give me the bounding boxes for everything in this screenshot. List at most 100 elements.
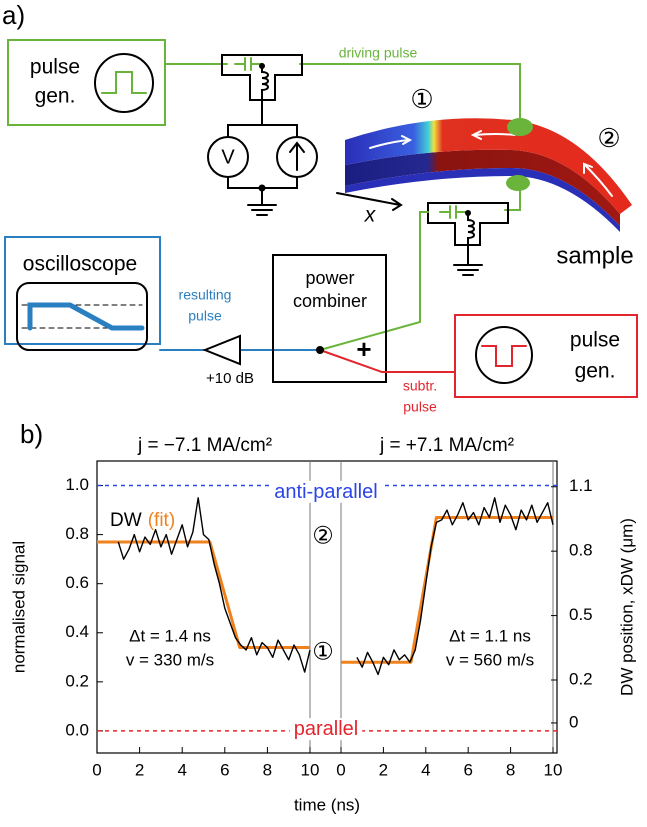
pulse-gen-text: gen.: [575, 360, 616, 383]
x-tick-label: 6: [463, 760, 472, 779]
pulse-gen-text: gen.: [35, 85, 76, 108]
combiner-sign: +: [356, 334, 371, 364]
reference-label: parallel: [294, 718, 358, 740]
x-tick-label: 2: [135, 760, 144, 779]
current-arrow: [289, 141, 305, 171]
y2-tick-label: 0: [569, 712, 578, 731]
y-tick-label: 0.4: [65, 622, 89, 641]
pulse-gen-box: [7, 39, 166, 126]
sample-top: [345, 118, 632, 214]
capacitor: [439, 205, 468, 219]
bias-tee: [221, 54, 303, 101]
ground: [453, 264, 483, 276]
y2-tick-label: 0.8: [569, 541, 593, 560]
combiner-label: combiner: [293, 291, 367, 311]
annotation: v = 330 m/s: [126, 650, 214, 669]
wire: [319, 349, 456, 373]
y-tick-label: 0.2: [65, 671, 89, 690]
x-tick-label: 8: [506, 760, 515, 779]
oscilloscope-box: [4, 236, 161, 345]
node: [316, 346, 324, 354]
annotation: v = 560 m/s: [446, 650, 534, 669]
x-tick-label: 8: [263, 760, 272, 779]
panel-subtitle: j = +7.1 MA/cm²: [379, 435, 514, 456]
node: [465, 210, 471, 216]
position-label: ②: [597, 123, 620, 153]
label-background: [289, 718, 363, 741]
x-label: x: [364, 204, 377, 227]
annotation: ②: [312, 522, 334, 549]
annotation: Δt = 1.1 ns: [449, 626, 531, 645]
x-arrow: [336, 192, 403, 211]
wire-label: subtr.: [403, 378, 437, 394]
diagram: a) pulse gen. driving pulse V ① ②: [2, 0, 638, 415]
magnetization-arrow: [470, 130, 516, 140]
x-tick-label: 0: [336, 760, 345, 779]
series-line: [341, 515, 553, 664]
screen: [16, 282, 148, 351]
position-label: ①: [410, 84, 433, 114]
y-tick-label: 1.0: [65, 475, 89, 494]
magnetization-arrow: [583, 162, 613, 197]
wire-label: pulse: [188, 308, 222, 324]
reference-label: anti-parallel: [274, 481, 377, 503]
x-axis-label: time (ns): [294, 795, 360, 814]
y-tick-label: 0.0: [65, 720, 89, 739]
chart: b) time (ns) normalised signal DW position,…: [9, 419, 636, 815]
series-line: [97, 540, 310, 649]
y-tick-label: 0.8: [65, 524, 89, 543]
contact: [507, 118, 533, 136]
plot-frame: [96, 460, 558, 754]
panel-label: a): [2, 0, 25, 30]
legend-entry: (fit): [148, 510, 175, 531]
contact: [506, 175, 530, 191]
pulse-icon: [475, 326, 533, 384]
node: [258, 184, 266, 192]
wire-label: pulse: [403, 399, 437, 415]
inductor: [467, 211, 475, 266]
y2-tick-label: 0.2: [569, 669, 593, 688]
panel-subtitle: j = −7.1 MA/cm²: [137, 435, 272, 456]
ground: [247, 204, 277, 216]
screen-trace: [27, 302, 145, 331]
wire: [164, 63, 521, 129]
wire: [319, 211, 429, 351]
series-line: [117, 497, 311, 673]
node: [259, 63, 265, 69]
amplifier-label: +10 dB: [206, 370, 254, 387]
y2-axis-label: DW position, xDW (μm): [617, 518, 636, 696]
capacitor: [234, 57, 263, 71]
magnetization-arrow: [369, 135, 413, 149]
legend-entry: DW: [110, 510, 142, 531]
pulse-gen-box: [454, 314, 638, 398]
label-background: [270, 480, 382, 503]
y-tick-label: 0.6: [65, 573, 89, 592]
pulse-icon: [94, 53, 154, 113]
y2-tick-label: 1.1: [569, 476, 593, 495]
bias-tee: [427, 202, 509, 246]
wire-label: resulting: [179, 287, 232, 303]
annotation: ①: [312, 638, 334, 665]
oscilloscope-label: oscilloscope: [23, 253, 137, 276]
combiner-label: power: [305, 268, 354, 288]
annotation: Δt = 1.4 ns: [129, 626, 211, 645]
pulse-shape: [101, 71, 147, 94]
wire-label: driving pulse: [339, 45, 418, 61]
x-tick-label: 6: [220, 760, 229, 779]
x-tick-label: 10: [544, 760, 563, 779]
pulse-shape: [481, 345, 527, 367]
amplifier: [202, 334, 241, 366]
voltmeter-label: V: [221, 146, 235, 168]
y2-tick-label: 0.5: [569, 605, 593, 624]
panel-label: b): [20, 419, 43, 449]
y-axis-label: normalised signal: [9, 541, 28, 673]
pulse-gen-text: pulse: [30, 56, 80, 79]
x-tick-label: 4: [421, 760, 430, 779]
x-tick-label: 10: [301, 760, 320, 779]
voltmeter: [207, 136, 249, 178]
sample-side: [345, 149, 620, 226]
inductor: [261, 63, 269, 126]
series-line: [356, 497, 554, 676]
